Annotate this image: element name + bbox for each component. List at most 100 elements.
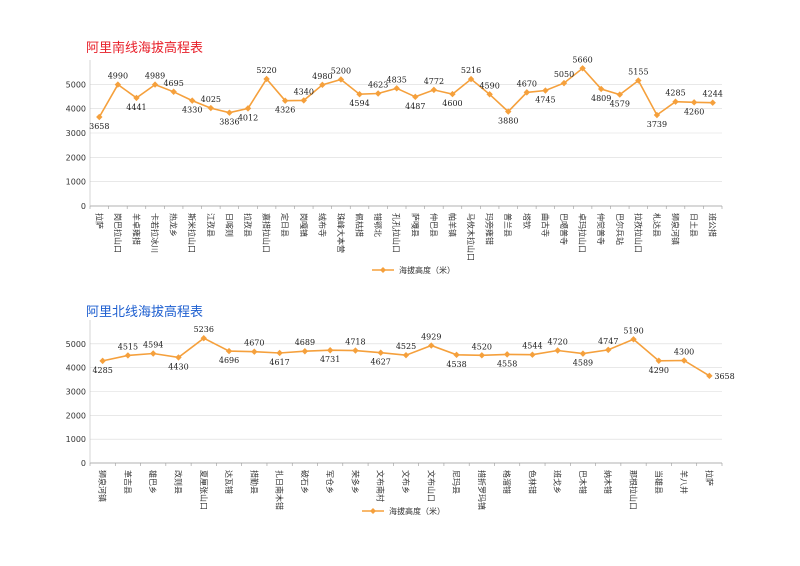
x-tick-label: 文布山口 (426, 470, 436, 502)
x-tick-label: 羊八井 (679, 470, 689, 494)
data-point (319, 81, 326, 89)
data-label: 4809 (591, 94, 611, 103)
data-label: 4285 (92, 366, 112, 375)
x-tick-label: 热龙乡 (169, 213, 179, 237)
data-label: 3880 (498, 117, 518, 126)
x-tick-label: 文布乡 (401, 470, 411, 494)
x-tick-label: 巴木错 (578, 470, 588, 494)
data-label: 4012 (238, 113, 258, 122)
data-label: 4244 (703, 90, 723, 99)
data-point (114, 81, 122, 88)
data-point (486, 91, 493, 98)
data-label: 5216 (461, 66, 481, 75)
x-tick-label: 班戈乡 (553, 470, 563, 494)
x-tick-label: 定日县 (280, 213, 290, 237)
data-label: 4695 (163, 79, 183, 88)
data-point (672, 98, 679, 105)
chart-south: 0 1000 2000 3000 4000 5000 拉萨 岗巴拉山口 羊卓雍措 卡若拉冰川 热龙乡… (66, 55, 723, 275)
x-tick-label: 仲巴县 (429, 213, 439, 237)
chart-title-north: 阿里北线海拔高程表 (86, 305, 204, 320)
data-point (300, 97, 307, 104)
legend-label: 海拔高度（米） (399, 265, 455, 275)
x-tick-label: 卡若拉冰川 (150, 213, 160, 253)
data-label: 4747 (598, 337, 618, 346)
data-point (680, 357, 688, 364)
data-label: 4617 (269, 358, 289, 367)
data-label: 5155 (628, 68, 648, 77)
x-tick-label: 江孜县 (206, 213, 216, 237)
data-label: 3739 (647, 120, 667, 129)
x-tick-label: 拉孜拉山口 (633, 213, 643, 253)
data-point (630, 336, 637, 343)
data-point (523, 89, 531, 96)
data-point (244, 105, 252, 112)
x-tick-label: 格溜错 (502, 470, 512, 494)
data-point (151, 81, 159, 88)
data-point (402, 351, 410, 359)
data-point (554, 347, 561, 354)
x-tick-label: 嘉措拉山口 (262, 213, 272, 253)
data-point (709, 99, 716, 106)
data-point (560, 79, 568, 87)
data-point (605, 346, 612, 354)
data-point (635, 77, 642, 84)
x-tick-label: 拉萨 (704, 470, 714, 486)
data-label: 4594 (349, 99, 369, 108)
y-tick-label: 1000 (66, 178, 86, 187)
data-point (430, 86, 438, 94)
data-point (326, 347, 334, 354)
data-label: 5190 (623, 326, 643, 335)
data-point (503, 351, 511, 358)
data-point (529, 351, 536, 358)
legend-label: 海拔高度（米） (389, 506, 445, 516)
data-point (690, 99, 698, 106)
data-label: 4579 (610, 100, 630, 109)
x-tick-label: 羊卓雍措 (131, 213, 141, 245)
data-label: 4260 (684, 107, 704, 116)
data-point (352, 347, 359, 354)
x-tick-label: 日喀则 (224, 213, 234, 237)
x-tick-label: 佩枯措 (355, 213, 365, 237)
data-point (263, 75, 270, 83)
data-label: 5220 (256, 66, 276, 75)
data-label: 4520 (472, 342, 492, 351)
data-label: 4544 (522, 342, 542, 351)
data-label: 4025 (201, 95, 221, 104)
data-point (505, 108, 512, 115)
data-label: 5660 (572, 55, 592, 64)
data-label: 3658 (89, 122, 109, 131)
data-point (200, 335, 207, 342)
data-point (597, 85, 605, 93)
y-tick-label: 0 (81, 202, 86, 211)
data-point (150, 350, 157, 357)
x-tick-label: 岗嘎镇 (299, 213, 309, 237)
x-tick-label: 曲古寺 (540, 213, 550, 237)
data-point (225, 347, 233, 355)
data-label: 4487 (405, 102, 425, 111)
data-point (393, 85, 400, 92)
data-label: 4731 (320, 355, 340, 364)
data-point (207, 104, 215, 112)
data-label: 4441 (126, 103, 146, 112)
x-tick-label: 军仓乡 (325, 470, 335, 494)
data-point (428, 342, 435, 349)
data-point (616, 91, 623, 98)
x-tick-label: 帕羊镇 (447, 213, 457, 237)
x-tick-label: 岗巴拉山口 (113, 213, 123, 253)
data-label: 4326 (275, 106, 295, 115)
y-tick-label: 3000 (66, 129, 86, 138)
data-label: 4745 (535, 96, 555, 105)
series-line (98, 67, 713, 118)
x-tick-label: 仲觉普寺 (596, 213, 606, 245)
data-label: 5200 (331, 66, 351, 75)
y-tick-label: 4000 (66, 364, 86, 373)
data-label: 4285 (665, 89, 685, 98)
x-tick-label: 措折罗玛镇 (477, 470, 487, 510)
y-tick-label: 2000 (66, 153, 86, 162)
data-point (579, 65, 586, 72)
data-point (124, 352, 132, 359)
data-point (170, 88, 177, 95)
y-tick-label: 4000 (66, 105, 86, 114)
x-tick-label: 尼玛县 (452, 470, 461, 494)
